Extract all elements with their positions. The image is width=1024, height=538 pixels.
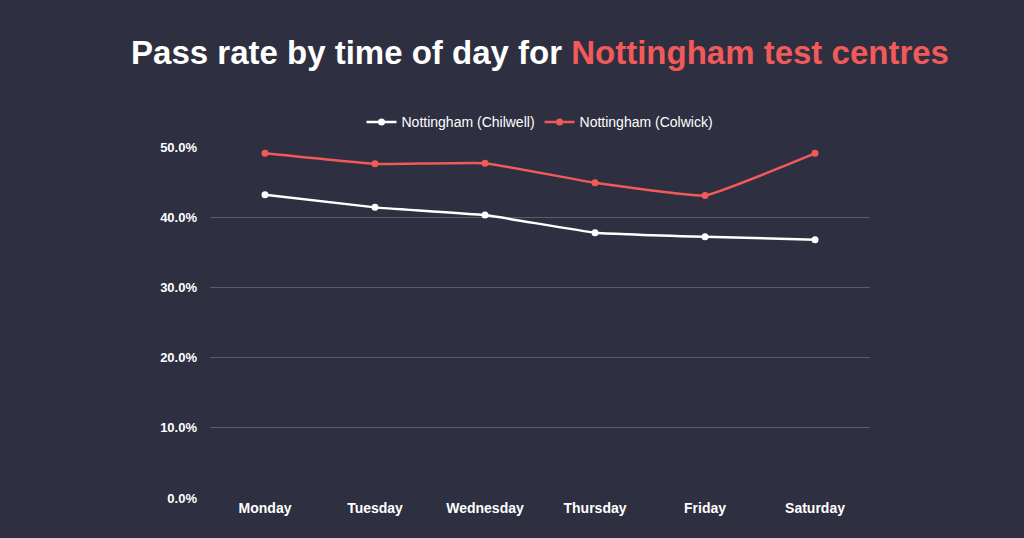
- svg-text:Nottingham (Chilwell): Nottingham (Chilwell): [402, 114, 535, 130]
- svg-text:20.0%: 20.0%: [160, 350, 197, 365]
- svg-text:30.0%: 30.0%: [160, 280, 197, 295]
- svg-text:Pass rate by time of day for N: Pass rate by time of day for Nottingham …: [131, 34, 949, 71]
- svg-text:Monday: Monday: [239, 500, 292, 516]
- svg-text:Nottingham (Colwick): Nottingham (Colwick): [580, 114, 713, 130]
- svg-text:Tuesday: Tuesday: [347, 500, 403, 516]
- svg-text:Saturday: Saturday: [785, 500, 845, 516]
- svg-text:Wednesday: Wednesday: [446, 500, 524, 516]
- svg-text:Thursday: Thursday: [563, 500, 626, 516]
- svg-text:50.0%: 50.0%: [160, 140, 197, 155]
- svg-text:Friday: Friday: [684, 500, 726, 516]
- svg-text:40.0%: 40.0%: [160, 210, 197, 225]
- svg-text:0.0%: 0.0%: [167, 491, 197, 506]
- svg-text:10.0%: 10.0%: [160, 420, 197, 435]
